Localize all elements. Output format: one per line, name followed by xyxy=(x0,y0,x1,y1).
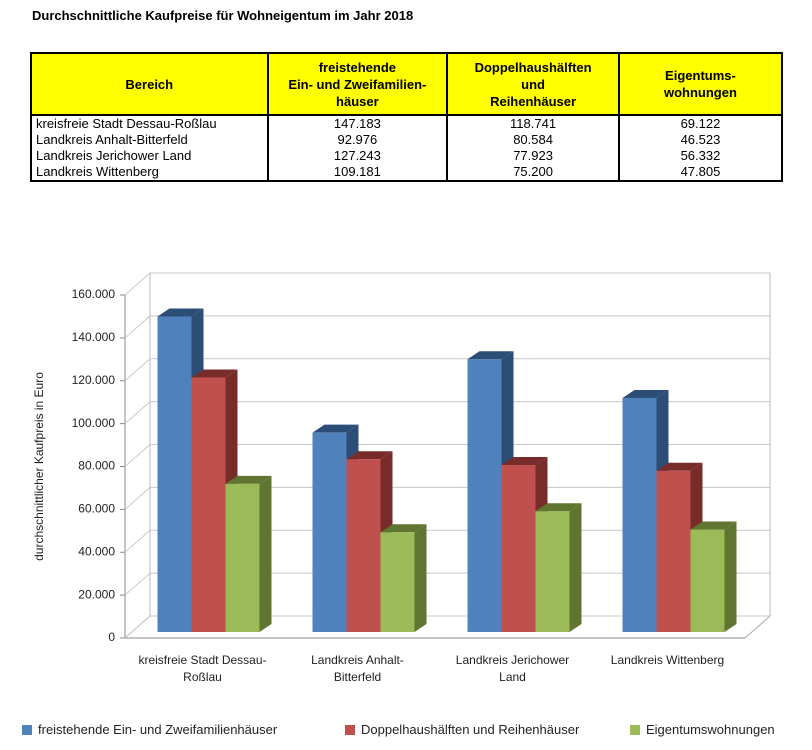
bar-top xyxy=(225,475,272,484)
y-tick-label: 0 xyxy=(108,630,115,644)
table-row: Landkreis Jerichower Land 127.243 77.923 56… xyxy=(30,148,784,164)
bar-front xyxy=(191,377,226,632)
table-cell: Landkreis Jerichower Land xyxy=(30,148,269,164)
bar xyxy=(380,524,427,632)
x-tick-label: kreisfreie Stadt Dessau-Roßlau xyxy=(138,653,267,684)
bar-front xyxy=(157,316,192,632)
bar-front xyxy=(312,432,347,632)
bar xyxy=(225,475,272,632)
table-cell: Landkreis Anhalt-Bitterfeld xyxy=(30,132,269,148)
table-cell: 127.243 xyxy=(266,148,449,164)
bar-top xyxy=(346,451,393,460)
table-cell: 69.122 xyxy=(617,115,784,132)
header-line: häuser xyxy=(336,93,379,109)
bar-top xyxy=(656,462,703,471)
y-tick-label: 80.000 xyxy=(78,459,115,473)
x-tick-label: Landkreis Anhalt-Bitterfeld xyxy=(311,653,404,684)
legend-entry: Doppelhaushälften und Reihenhäuser xyxy=(345,722,579,737)
table-cell: 147.183 xyxy=(266,115,449,132)
grid-line xyxy=(124,486,770,510)
header-cell: Doppelhaushälften und Reihenhäuser xyxy=(446,52,620,116)
grid-line xyxy=(124,358,770,382)
bar-front xyxy=(380,532,415,632)
table-row: kreisfreie Stadt Dessau-Roßlau 147.183 118… xyxy=(30,115,784,132)
bar-top xyxy=(622,389,669,398)
bar-front xyxy=(225,483,260,632)
bar xyxy=(690,521,737,632)
table-cell: 109.181 xyxy=(266,164,449,182)
table-cell: 80.584 xyxy=(446,132,620,148)
header-cell: freistehende Ein- und Zweifamilien-häuser xyxy=(266,52,449,116)
grid-line xyxy=(124,401,770,425)
bar-top xyxy=(312,424,359,433)
bar xyxy=(535,503,582,632)
table-row: Landkreis Wittenberg 109.181 75.200 47.805 xyxy=(30,164,784,182)
bar-top xyxy=(380,524,427,533)
header-cell: Bereich xyxy=(30,52,269,116)
grid-line xyxy=(124,444,770,467)
legend-label: Doppelhaushälften und Reihenhäuser xyxy=(361,722,580,737)
y-tick-label: 140.000 xyxy=(72,330,116,344)
header-line: und xyxy=(521,76,545,92)
bar-top xyxy=(690,521,737,530)
table-cell: 118.741 xyxy=(446,115,620,132)
y-tick-label: 60.000 xyxy=(78,502,115,516)
bar-front xyxy=(622,397,657,632)
bar-side xyxy=(414,524,427,632)
legend-entry: Eigentumswohnungen xyxy=(630,722,775,737)
header-line: Eigentums- xyxy=(665,68,736,83)
y-tick-label: 100.000 xyxy=(72,416,116,430)
bar-top xyxy=(535,503,582,512)
table-cell: kreisfreie Stadt Dessau-Roßlau xyxy=(30,115,269,132)
header-line: Ein- und Zweifamilien- xyxy=(288,76,427,92)
bar-front xyxy=(501,464,536,632)
grid-line xyxy=(124,315,770,339)
legend-swatch xyxy=(630,724,640,735)
price-table: Bereich freistehende Ein- und Zweifamilien… xyxy=(30,52,784,182)
bar-top xyxy=(501,456,548,465)
y-axis-label: durchschnittlicher Kaufpreis in Euro xyxy=(32,372,46,561)
bar-top xyxy=(467,351,514,360)
bar-front xyxy=(656,470,691,632)
bar-top xyxy=(191,369,238,378)
table-cell: Landkreis Wittenberg xyxy=(30,164,269,182)
legend-entry: freistehende Ein- und Zweifamilienhäuser xyxy=(22,722,277,737)
bar-front xyxy=(467,359,502,632)
table-cell: 47.805 xyxy=(617,164,784,182)
y-tick-label: 20.000 xyxy=(78,587,115,601)
grid-line xyxy=(124,272,770,296)
header-cell: Eigentums-wohnungen xyxy=(617,52,784,116)
table-row: Landkreis Anhalt-Bitterfeld 92.976 80.584 4… xyxy=(30,132,784,148)
table-cell: 92.976 xyxy=(266,132,449,148)
legend-label: Eigentumswohnungen xyxy=(646,722,775,737)
table-cell: 46.523 xyxy=(617,132,784,148)
x-tick-label: Landkreis Wittenberg xyxy=(610,653,725,667)
y-tick-label: 40.000 xyxy=(78,544,115,558)
header-line: Bereich xyxy=(125,76,174,92)
bar-side xyxy=(724,521,737,632)
bar-front xyxy=(690,529,725,632)
bar-top xyxy=(157,308,204,317)
header-line: freistehende xyxy=(318,59,397,75)
y-tick-label: 120.000 xyxy=(72,373,116,387)
table-cell: 77.923 xyxy=(446,148,620,164)
y-tick-label: 160.000 xyxy=(72,287,116,301)
legend-label: freistehende Ein- und Zweifamilienhäuser xyxy=(38,722,278,737)
header-line: wohnungen xyxy=(663,85,737,100)
bar-front xyxy=(346,459,381,632)
bar-front xyxy=(535,511,570,632)
x-tick-label: Landkreis Jerichower Land xyxy=(455,653,570,684)
table-cell: 75.200 xyxy=(446,164,620,182)
table-cell: 56.332 xyxy=(617,148,784,164)
bar-side xyxy=(569,503,582,632)
title: Durchschnittliche Kaufpreise für Wohneig… xyxy=(32,8,414,23)
header-line: Reihenhäuser xyxy=(490,93,577,109)
legend-swatch xyxy=(345,724,355,735)
legend-swatch xyxy=(22,724,32,735)
bar-side xyxy=(259,475,272,632)
header-line: Doppelhaushälften xyxy=(474,59,592,75)
